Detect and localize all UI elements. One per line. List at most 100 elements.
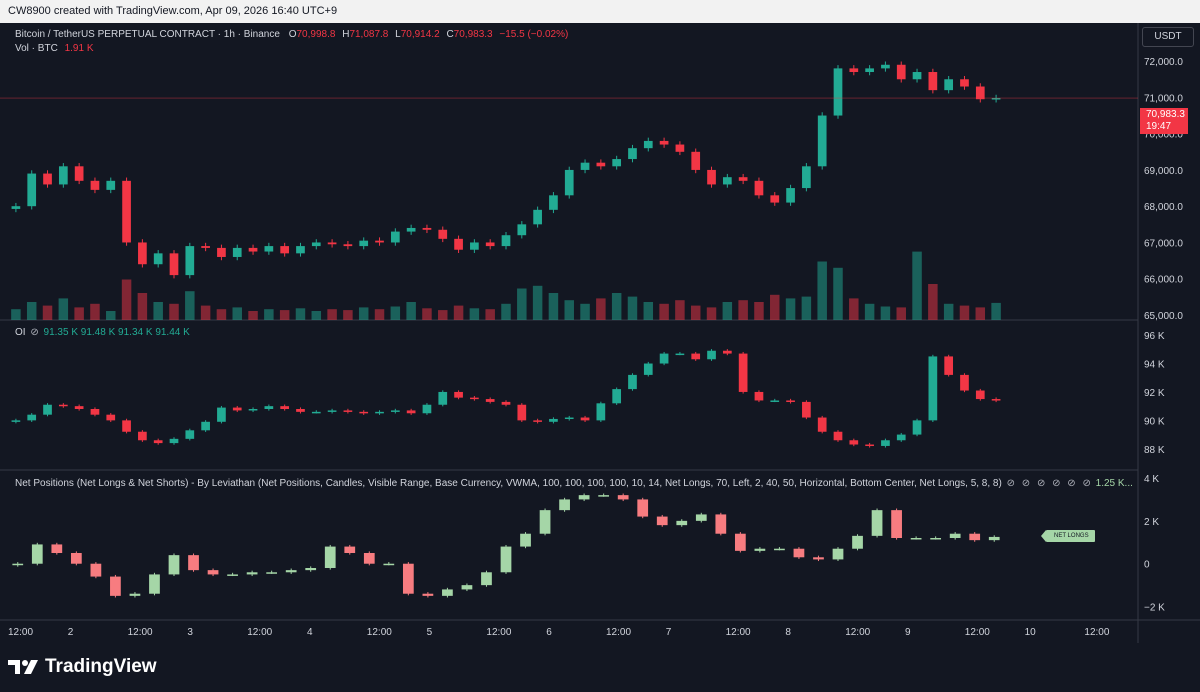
oi-candle [311,411,321,414]
volume-bar [374,309,385,320]
price-candle [169,253,179,276]
ohlc-close-label: C [446,29,454,40]
hide-indicator-icon[interactable]: ⊘ [1006,478,1015,489]
price-candle [485,242,495,247]
oi-candle [153,440,163,444]
volume-bar [232,307,242,320]
oi-axis-tick-label: 94 K [1144,360,1165,371]
net-positions-axis-tick-label: 0 [1144,560,1150,571]
hide-indicator-icon[interactable]: ⊘ [1082,478,1091,489]
oi-candle [754,391,764,401]
volume-bar [295,308,306,320]
net-positions-candle [188,555,199,571]
oi-legend[interactable]: OI ⊘ 91.35 K 91.48 K 91.34 K 91.44 K [15,327,190,338]
price-candle [359,240,369,247]
price-candle [217,247,226,257]
time-axis-tick-label: 9 [905,627,911,638]
oi-candle [27,414,37,421]
volume-legend[interactable]: Vol · BTC 1.91 K [15,43,94,54]
price-axis-tick-label: 71,000.0 [1144,93,1183,104]
oi-candle [628,374,637,390]
chart-canvas[interactable]: 72,000.0 71,000.0 70,000.0 69,000.0 68,000.0… [0,23,1200,643]
volume-bar [738,300,748,320]
oi-candle [106,414,116,421]
oi-candle [74,406,84,409]
volume-bar [912,251,922,320]
oi-candle [122,420,131,432]
oi-axis-tick-label: 96 K [1144,331,1165,342]
net-positions-axis-tick-label: 4 K [1144,474,1159,485]
price-candle [612,159,622,167]
net-positions-candle [715,514,727,534]
price-candle [896,64,906,80]
price-candle [628,148,637,160]
net-positions-candle [891,510,902,538]
ohlc-high-label: H [342,29,350,40]
oi-candle [659,353,669,364]
oi-candle [296,409,305,412]
price-axis-tick-label: 68,000.0 [1144,202,1183,213]
volume-bar [200,305,211,320]
price-candle [11,206,21,209]
time-axis-tick-label: 10 [1025,627,1037,638]
hide-indicator-icon[interactable]: ⊘ [1052,478,1061,489]
volume-bar [548,293,559,320]
time-axis-tick-label: 12:00 [367,627,392,638]
oi-candle [185,430,195,439]
volume-bar [121,279,132,320]
net-positions-candle [910,538,922,540]
net-positions-candle [949,533,961,538]
oi-value-close: 91.44 K [155,327,190,338]
price-candle [422,227,432,230]
net-positions-candle [70,553,82,564]
net-positions-candle [793,548,805,558]
volume-label[interactable]: Vol · BTC [15,43,58,54]
oi-candle [454,391,463,398]
time-axis-tick-label: 12:00 [8,627,33,638]
price-candle [881,64,890,69]
oi-label[interactable]: OI [15,327,26,338]
currency-unit-button[interactable]: USDT [1142,27,1194,47]
hide-indicator-icon[interactable]: ⊘ [1036,478,1046,489]
net-positions-label[interactable]: Net Positions (Net Longs & Net Shorts) -… [15,478,1002,489]
hide-indicator-icon[interactable]: ⊘ [1067,478,1076,489]
oi-candle [280,406,290,409]
volume-bar [564,300,574,320]
net-positions-candle [617,495,629,500]
oi-candle [549,418,558,422]
volume-bar [517,288,527,320]
net-positions-candle [266,572,278,574]
net-positions-legend[interactable]: Net Positions (Net Longs & Net Shorts) -… [15,478,1133,489]
price-candle [849,68,859,73]
volume-bar [58,298,69,320]
oi-candle [438,391,448,405]
symbol-description[interactable]: Bitcoin / TetherUS PERPETUAL CONTRACT · … [15,29,280,40]
price-candle [707,169,716,185]
ohlc-close-value: 70,983.3 [453,29,493,40]
volume-bar [358,307,369,320]
price-axis-tick-label: 72,000.0 [1144,57,1183,68]
ohlc-low-label: L [395,29,401,40]
price-candle [138,242,147,265]
price-candle [248,247,258,252]
oi-candle [138,431,147,441]
price-candle [74,166,84,181]
oi-candle [248,409,258,411]
oi-candle [390,410,400,412]
time-axis-tick-label: 8 [785,627,791,638]
oi-candle [707,350,716,360]
price-candle [928,72,938,91]
main-series-legend[interactable]: Bitcoin / TetherUS PERPETUAL CONTRACT · … [15,29,568,40]
volume-bar [643,302,654,320]
net-positions-candle [363,553,375,564]
hide-indicator-icon[interactable]: ⊘ [30,327,39,338]
tradingview-logo[interactable]: TradingView [8,655,157,679]
hide-indicator-icon[interactable]: ⊘ [1021,478,1031,489]
ohlc-low-value: 70,914.2 [400,29,440,40]
net-positions-candle [871,510,883,536]
price-candle [390,231,400,243]
net-positions-candle [383,563,395,566]
oi-axis-tick-label: 90 K [1144,416,1165,427]
net-positions-candle [500,546,512,573]
